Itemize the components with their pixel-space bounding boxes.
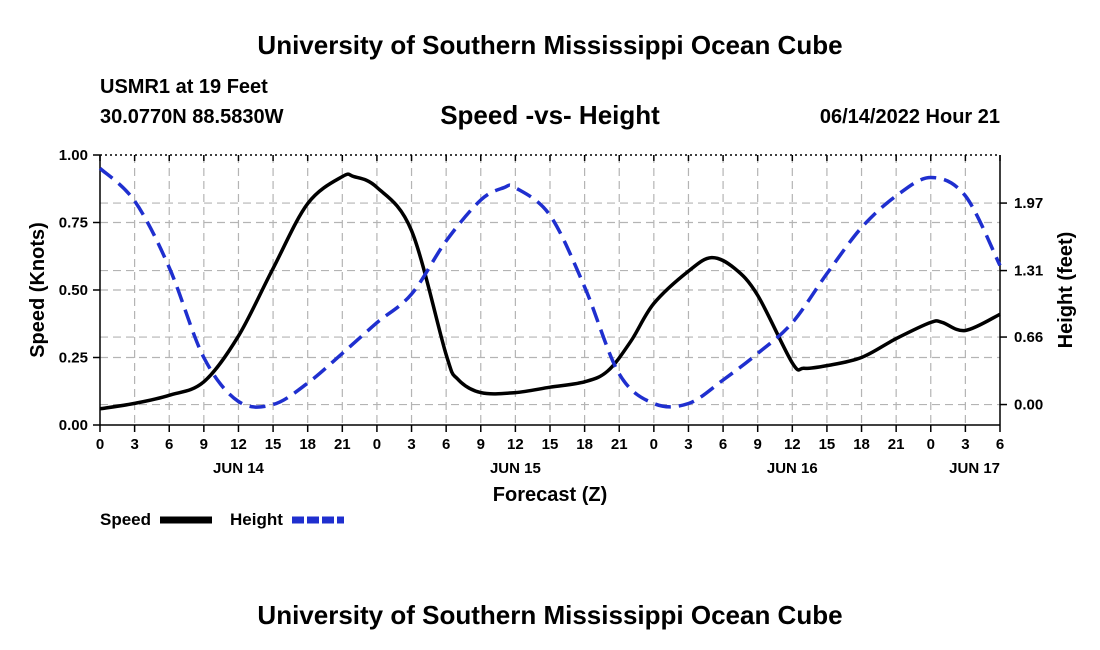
footer-title: University of Southern Mississippi Ocean… — [257, 600, 843, 630]
chart-title: Speed -vs- Height — [440, 100, 660, 130]
x-tick-label: 0 — [927, 436, 935, 453]
x-tick-label: 9 — [754, 436, 762, 453]
y2-tick-label: 1.31 — [1014, 263, 1043, 280]
x-tick-label: 18 — [299, 436, 316, 453]
x-tick-label: 15 — [819, 436, 836, 453]
legend-label-height: Height — [230, 510, 283, 529]
forecast-datetime: 06/14/2022 Hour 21 — [819, 106, 1000, 128]
y-tick-label: 1.00 — [59, 147, 88, 164]
y-tick-label: 0.50 — [59, 282, 88, 299]
x-tick-label: 3 — [961, 436, 969, 453]
x-tick-label: 3 — [407, 436, 415, 453]
x-tick-label: 21 — [888, 436, 905, 453]
x-tick-label: 0 — [650, 436, 658, 453]
date-label: JUN 16 — [767, 460, 818, 477]
x-tick-label: 15 — [265, 436, 282, 453]
x-tick-label: 0 — [96, 436, 104, 453]
x-tick-label: 6 — [719, 436, 727, 453]
x-tick-label: 18 — [576, 436, 593, 453]
date-label: JUN 14 — [213, 460, 265, 477]
date-label: JUN 15 — [490, 460, 541, 477]
x-tick-label: 18 — [853, 436, 870, 453]
legend-label-speed: Speed — [100, 510, 151, 529]
series-line-height — [98, 166, 1002, 409]
x-axis-title: Forecast (Z) — [493, 484, 607, 506]
x-tick-label: 6 — [442, 436, 450, 453]
date-label: JUN 17 — [949, 460, 1000, 477]
y-tick-label: 0.75 — [59, 215, 88, 232]
series-line-speed — [99, 172, 1001, 411]
y-axis-title: Speed (Knots) — [27, 222, 49, 358]
x-tick-label: 9 — [477, 436, 485, 453]
y2-axis-title: Height (feet) — [1055, 232, 1077, 349]
y2-tick-label: 1.97 — [1014, 195, 1043, 212]
y2-tick-label: 0.00 — [1014, 397, 1043, 414]
coordinates-label: 30.0770N 88.5830W — [100, 106, 284, 128]
y-tick-label: 0.00 — [59, 417, 88, 434]
x-tick-label: 3 — [684, 436, 692, 453]
station-label: USMR1 at 19 Feet — [100, 76, 268, 98]
x-tick-label: 15 — [542, 436, 559, 453]
x-tick-label: 6 — [996, 436, 1004, 453]
x-tick-label: 6 — [165, 436, 173, 453]
x-tick-label: 12 — [507, 436, 524, 453]
x-tick-label: 12 — [784, 436, 801, 453]
y-tick-label: 0.25 — [59, 350, 88, 367]
x-tick-label: 21 — [611, 436, 628, 453]
speed-height-chart: 0 3 6 9 12 15 18 21 0 3 6 9 12 15 18 21 0 3 6 9 12 15 18 21 0 3 6 J… — [27, 147, 1077, 529]
x-tick-label: 12 — [230, 436, 247, 453]
x-tick-label: 0 — [373, 436, 381, 453]
x-tick-label: 9 — [200, 436, 208, 453]
x-tick-label: 21 — [334, 436, 351, 453]
x-tick-label: 3 — [130, 436, 138, 453]
y2-tick-label: 0.66 — [1014, 329, 1043, 346]
page-title: University of Southern Mississippi Ocean… — [257, 30, 843, 60]
